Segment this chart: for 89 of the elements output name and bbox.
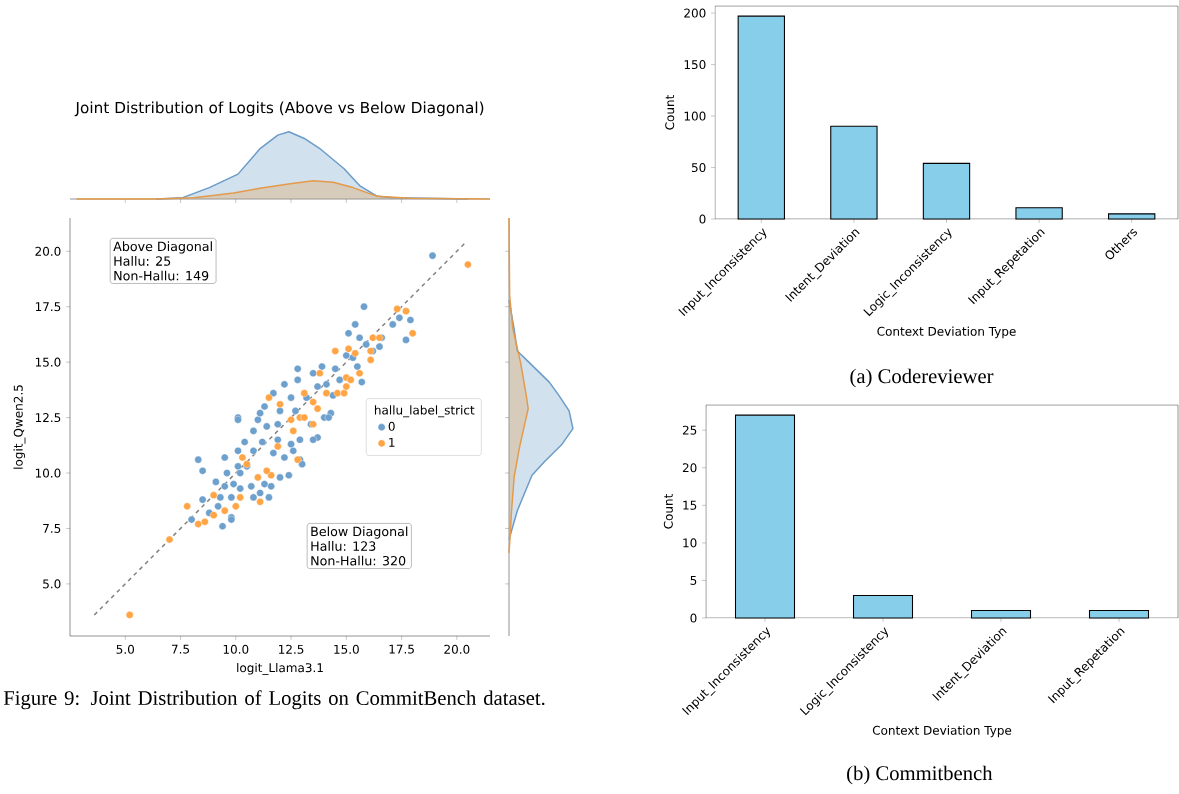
y-axis-title: Count: [663, 493, 673, 529]
point: [402, 307, 410, 315]
annotation: Non-Hallu: 320: [311, 555, 406, 566]
y-tick-label: 7.5: [43, 524, 61, 533]
y-tick-label: 0: [690, 613, 697, 623]
caption: Figure 9: Joint Distribution of Logits on CommitBench dataset.: [3, 690, 545, 710]
bar: [1088, 609, 1150, 619]
y-tick-label: 50: [691, 162, 706, 173]
point: [209, 491, 218, 499]
y-tick-label: 25: [682, 425, 697, 435]
point: [315, 369, 324, 378]
y-tick-label: 20: [682, 463, 697, 473]
y-tick-label: 100: [684, 111, 706, 121]
point: [351, 349, 359, 358]
x-tick-label: 5.0: [116, 644, 135, 654]
point: [369, 333, 377, 342]
point: [393, 305, 401, 313]
bar: [1015, 207, 1063, 220]
point: [287, 416, 295, 424]
point: [408, 329, 417, 338]
bar: [830, 125, 878, 220]
point: [355, 369, 364, 378]
y-tick-label: 10: [683, 538, 697, 548]
point: [238, 453, 247, 462]
point: [309, 398, 317, 406]
annotation: Hallu: 123: [311, 541, 376, 551]
point: [464, 260, 472, 269]
y-axis-title: Count: [665, 94, 675, 130]
y-axis-title: logit_Qwen2.5: [13, 385, 26, 469]
point: [194, 520, 203, 528]
point: [236, 493, 245, 502]
point: [256, 498, 264, 506]
y-tick-label: 200: [684, 8, 706, 18]
point: [265, 393, 273, 402]
legend-label: 1: [389, 437, 395, 447]
bar: [1108, 213, 1156, 220]
point: [220, 506, 229, 515]
annotation: Below Diagonal: [311, 526, 408, 539]
x-axis-title: Context Deviation Type: [872, 725, 1012, 738]
x-tick-label: 10.0: [223, 644, 249, 654]
point: [262, 467, 271, 475]
y-tick-label: 20.0: [35, 246, 61, 256]
point: [366, 356, 375, 364]
point: [342, 382, 351, 391]
point: [125, 611, 134, 619]
y-tick-label: 15.0: [35, 357, 61, 367]
legend-label: 0: [388, 421, 395, 431]
annotation: Non-Hallu: 149: [114, 270, 209, 281]
x-axis-title: Context Deviation Type: [877, 326, 1016, 339]
bar: [922, 162, 971, 220]
y-tick-label: 5.0: [43, 579, 61, 589]
point: [344, 345, 353, 353]
x-tick-label: 12.5: [279, 644, 304, 654]
text: (a) Codereviewer: [850, 368, 994, 388]
x-tick-label: 15.0: [334, 644, 359, 654]
point: [276, 400, 284, 409]
point: [165, 535, 174, 544]
y-tick-label: 5: [690, 575, 697, 585]
x-axis-title: logit_Llama3.1: [237, 662, 323, 675]
point: [331, 347, 340, 355]
text: (b) Commitbench: [847, 765, 993, 785]
chart-title: Joint Distribution of Logits (Above vs Below Diagonal): [74, 101, 484, 117]
annotation: Hallu: 25: [114, 256, 171, 266]
x-tick-label: 20.0: [444, 644, 470, 654]
bar: [852, 594, 914, 619]
point: [313, 404, 322, 413]
y-tick-label: 12.5: [35, 413, 61, 423]
x-tick-label: 7.5: [171, 644, 190, 654]
bar: [737, 15, 785, 220]
point: [231, 502, 240, 511]
point: [201, 518, 209, 526]
legend-title: hallu_label_strict: [374, 405, 475, 418]
bar: [970, 609, 1032, 619]
point: [183, 502, 191, 511]
point: [346, 376, 355, 384]
y-tick-label: 10.0: [35, 468, 61, 478]
point: [300, 413, 309, 422]
point: [289, 427, 298, 435]
point: [209, 511, 218, 519]
y-tick-label: 15: [683, 500, 697, 510]
x-tick-label: 17.5: [389, 644, 414, 654]
point: [322, 389, 331, 397]
y-tick-label: 150: [684, 60, 706, 70]
annotation: Above Diagonal: [113, 241, 212, 254]
y-tick-label: 0: [699, 214, 706, 224]
point: [254, 473, 262, 482]
bar: [734, 414, 796, 619]
point: [340, 389, 348, 397]
point: [273, 442, 282, 451]
